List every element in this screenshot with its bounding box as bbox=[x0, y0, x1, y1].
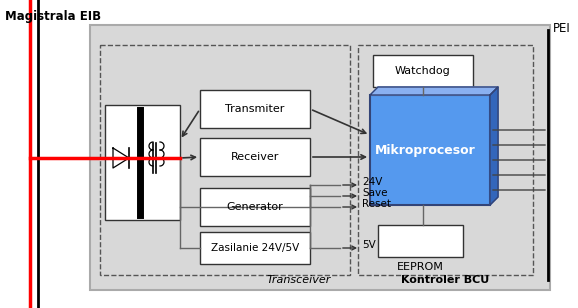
Text: PEI: PEI bbox=[553, 22, 570, 35]
Text: 24V: 24V bbox=[362, 177, 383, 187]
Bar bbox=[100, 45, 350, 275]
Bar bbox=[373, 55, 473, 87]
Text: Transmiter: Transmiter bbox=[225, 104, 285, 114]
Bar bbox=[200, 138, 310, 176]
Polygon shape bbox=[370, 87, 498, 95]
Text: Magistrala EIB: Magistrala EIB bbox=[5, 10, 101, 23]
Bar bbox=[90, 25, 550, 290]
Bar bbox=[105, 105, 180, 220]
Polygon shape bbox=[490, 87, 498, 205]
Bar bbox=[378, 225, 463, 257]
Text: Reset: Reset bbox=[362, 199, 391, 209]
Bar bbox=[200, 232, 310, 264]
Bar bbox=[358, 45, 533, 275]
Text: Save: Save bbox=[362, 188, 387, 198]
Bar bbox=[200, 90, 310, 128]
Text: Zasilanie 24V/5V: Zasilanie 24V/5V bbox=[211, 243, 299, 253]
Text: Kontroler BCU: Kontroler BCU bbox=[401, 275, 489, 285]
Bar bbox=[200, 188, 310, 226]
Text: Generator: Generator bbox=[227, 202, 283, 212]
Text: EEPROM: EEPROM bbox=[397, 262, 443, 272]
Text: 5V: 5V bbox=[362, 240, 376, 250]
Text: Receiver: Receiver bbox=[231, 152, 279, 162]
Text: Transceiver: Transceiver bbox=[267, 275, 331, 285]
Text: Watchdog: Watchdog bbox=[395, 66, 451, 76]
Bar bbox=[370, 95, 490, 205]
Text: Mikroprocesor: Mikroprocesor bbox=[375, 144, 475, 156]
